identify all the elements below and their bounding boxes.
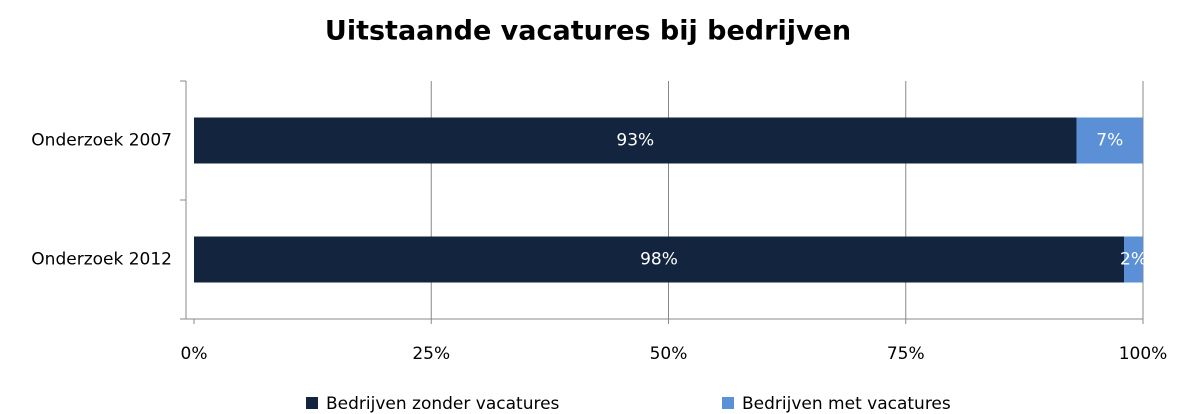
- x-tick-label: 50%: [650, 344, 688, 364]
- bar-segment: [194, 117, 1077, 164]
- bar-segment: [1076, 117, 1143, 164]
- y-tick-label: Onderzoek 2012: [31, 250, 172, 270]
- x-tick-label: 25%: [412, 344, 450, 364]
- data-label: 7%: [1096, 131, 1123, 151]
- x-tick-label: 100%: [1119, 344, 1168, 364]
- legend-label: Bedrijven zonder vacatures: [326, 394, 560, 414]
- chart-title: Uitstaande vacatures bij bedrijven: [325, 16, 851, 47]
- data-label: 93%: [616, 131, 654, 151]
- x-tick-label: 75%: [887, 344, 925, 364]
- y-tick-label: Onderzoek 2007: [31, 131, 172, 151]
- data-label: 98%: [640, 250, 678, 270]
- legend-swatch: [722, 397, 734, 409]
- bar-segment: [1124, 236, 1143, 283]
- data-label: 2%: [1120, 250, 1147, 270]
- legend-label: Bedrijven met vacatures: [742, 394, 951, 414]
- legend-swatch: [306, 397, 318, 409]
- bar-segment: [194, 236, 1125, 283]
- x-tick-label: 0%: [181, 344, 208, 364]
